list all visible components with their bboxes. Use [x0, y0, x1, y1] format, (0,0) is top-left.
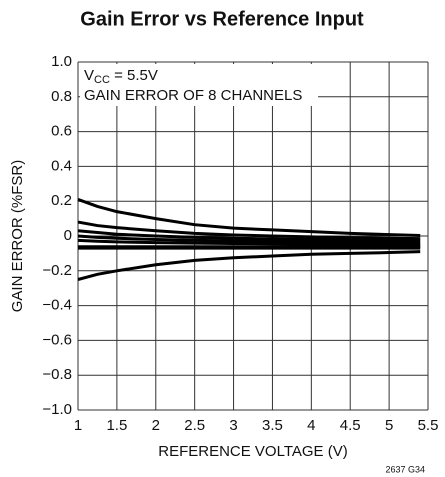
data-line — [77, 238, 421, 247]
x-tick-label: 5 — [385, 417, 393, 434]
x-tick-label: 2 — [152, 417, 160, 434]
y-tick-label: 1.0 — [51, 53, 72, 70]
x-tick-label: 5.5 — [418, 417, 439, 434]
data-line — [77, 220, 421, 241]
x-tick-label: 3.5 — [262, 417, 283, 434]
y-axis-label: GAIN ERROR (%FSR) — [9, 160, 26, 313]
footnote: 2637 G34 — [385, 464, 425, 474]
annotation-background — [80, 64, 318, 106]
data-line — [77, 250, 421, 281]
x-tick-label: 2.5 — [184, 417, 205, 434]
chart-title: Gain Error vs Reference Input — [80, 8, 364, 30]
data-line — [77, 198, 421, 237]
y-tick-label: −0.8 — [42, 366, 72, 383]
annotation-main: V — [84, 67, 94, 84]
y-tick-label: −0.6 — [42, 331, 72, 348]
y-tick-label: −0.4 — [42, 297, 72, 314]
y-tick-label: −0.2 — [42, 262, 72, 279]
x-tick-label: 4.5 — [340, 417, 361, 434]
y-tick-label: 0 — [64, 227, 72, 244]
annotation-sub: CC — [94, 74, 110, 86]
x-tick-label: 4 — [307, 417, 315, 434]
x-tick-label: 1.5 — [106, 417, 127, 434]
y-tick-label: 0.8 — [51, 88, 72, 105]
y-tick-label: 0.4 — [51, 157, 72, 174]
y-tick-label: 0.2 — [51, 192, 72, 209]
y-tick-label: 0.6 — [51, 123, 72, 140]
data-line — [77, 229, 421, 243]
annotation: GAIN ERROR OF 8 CHANNELS — [84, 87, 302, 104]
annotation: VCC = 5.5V — [84, 67, 158, 86]
annotation-rest: = 5.5V — [110, 67, 158, 84]
x-tick-label: 3 — [229, 417, 237, 434]
y-tick-label: −1.0 — [42, 401, 72, 418]
data-line — [77, 234, 421, 245]
x-tick-label: 1 — [74, 417, 82, 434]
x-axis-label: REFERENCE VOLTAGE (V) — [158, 443, 347, 460]
